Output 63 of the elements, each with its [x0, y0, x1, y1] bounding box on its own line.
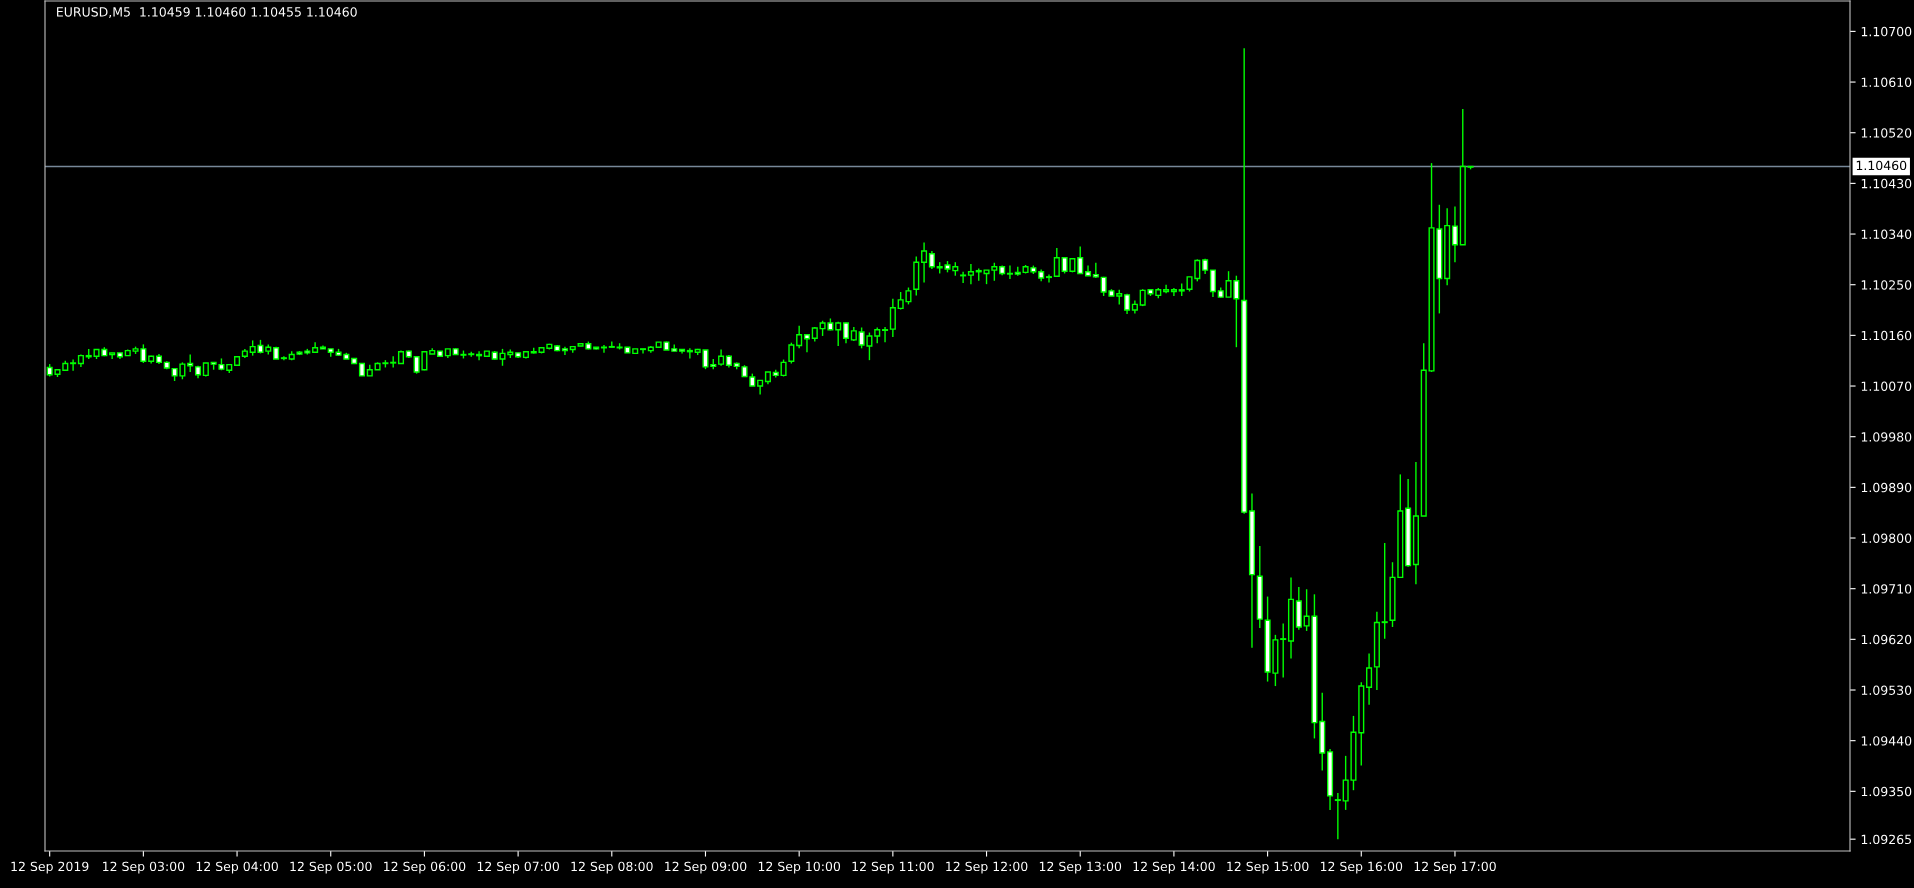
- candlestick: [796, 325, 803, 350]
- candlestick: [1053, 247, 1060, 277]
- candlestick: [1366, 652, 1373, 706]
- y-tick-label: 1.10340: [1861, 229, 1912, 239]
- x-tick-label: 12 Sep 17:00: [1414, 861, 1496, 874]
- candlestick: [1451, 205, 1458, 263]
- y-tick-label: 1.10160: [1861, 330, 1912, 341]
- x-tick-label: 12 Sep 07:00: [477, 861, 559, 874]
- candlestick: [960, 271, 967, 284]
- y-tick-label: 1.10250: [1861, 280, 1912, 290]
- candlestick: [928, 250, 935, 270]
- y-tick-label: 1.10610: [1861, 77, 1912, 87]
- y-tick-label: 1.09440: [1861, 736, 1912, 746]
- candlestick: [921, 241, 928, 284]
- y-tick-label: 1.09710: [1861, 584, 1912, 594]
- x-tick-label: 12 Sep 2019: [11, 861, 89, 874]
- candlestick: [1280, 622, 1287, 679]
- x-tick-label: 12 Sep 14:00: [1133, 861, 1215, 874]
- candlestick: [835, 321, 842, 347]
- y-tick-label: 1.09800: [1861, 533, 1912, 543]
- candlestick: [600, 344, 608, 354]
- candlestick: [967, 263, 974, 285]
- x-tick-label: 12 Sep 05:00: [290, 861, 372, 874]
- candlestick: [686, 347, 693, 360]
- candlestick: [70, 358, 77, 372]
- x-tick-label: 12 Sep 10:00: [758, 861, 841, 874]
- y-tick-label: 1.09890: [1861, 482, 1912, 493]
- x-tick-label: 12 Sep 09:00: [665, 861, 747, 874]
- x-tick-label: 12 Sep 08:00: [571, 861, 653, 874]
- x-tick-label: 12 Sep 03:00: [103, 861, 185, 874]
- candlestick: [1077, 245, 1084, 275]
- x-tick-label: 12 Sep 16:00: [1320, 861, 1403, 874]
- x-tick-label: 12 Sep 04:00: [196, 861, 278, 874]
- y-tick-label: 1.09620: [1861, 634, 1912, 645]
- candlestick: [476, 350, 483, 361]
- x-tick-label: 12 Sep 15:00: [1227, 861, 1309, 874]
- chart-title: EURUSD,M5 1.10459 1.10460 1.10455 1.10460: [57, 7, 357, 18]
- y-tick-label: 1.10070: [1861, 381, 1912, 391]
- candlestick: [1381, 542, 1388, 640]
- candlestick: [889, 298, 896, 338]
- y-tick-label: 1.10700: [1861, 26, 1912, 37]
- ref-line-label: 1.10460: [1856, 160, 1907, 171]
- y-tick-label: 1.09265: [1861, 834, 1912, 845]
- x-tick-label: 12 Sep 06:00: [384, 861, 466, 874]
- candlestick: [1045, 273, 1053, 284]
- candlestick: [1006, 264, 1013, 280]
- candlestick: [1170, 287, 1177, 297]
- candlestick: [803, 333, 811, 353]
- y-tick-label: 1.09980: [1861, 432, 1912, 442]
- x-tick-label: 12 Sep 11:00: [852, 861, 934, 874]
- candlestick: [1334, 792, 1341, 840]
- y-tick-label: 1.09530: [1861, 685, 1912, 695]
- candlestick: [639, 348, 647, 355]
- y-tick-label: 1.10520: [1861, 128, 1912, 138]
- candlestick: [882, 326, 889, 343]
- candlestick: [842, 321, 850, 344]
- x-tick-label: 12 Sep 13:00: [1039, 861, 1122, 874]
- candlestick: [1209, 269, 1216, 298]
- x-tick-label: 12 Sep 12:00: [946, 861, 1028, 874]
- candlestick: [788, 341, 795, 365]
- candlestick: [1092, 262, 1099, 279]
- y-tick-label: 1.10430: [1861, 178, 1912, 189]
- y-tick-label: 1.09350: [1861, 786, 1912, 797]
